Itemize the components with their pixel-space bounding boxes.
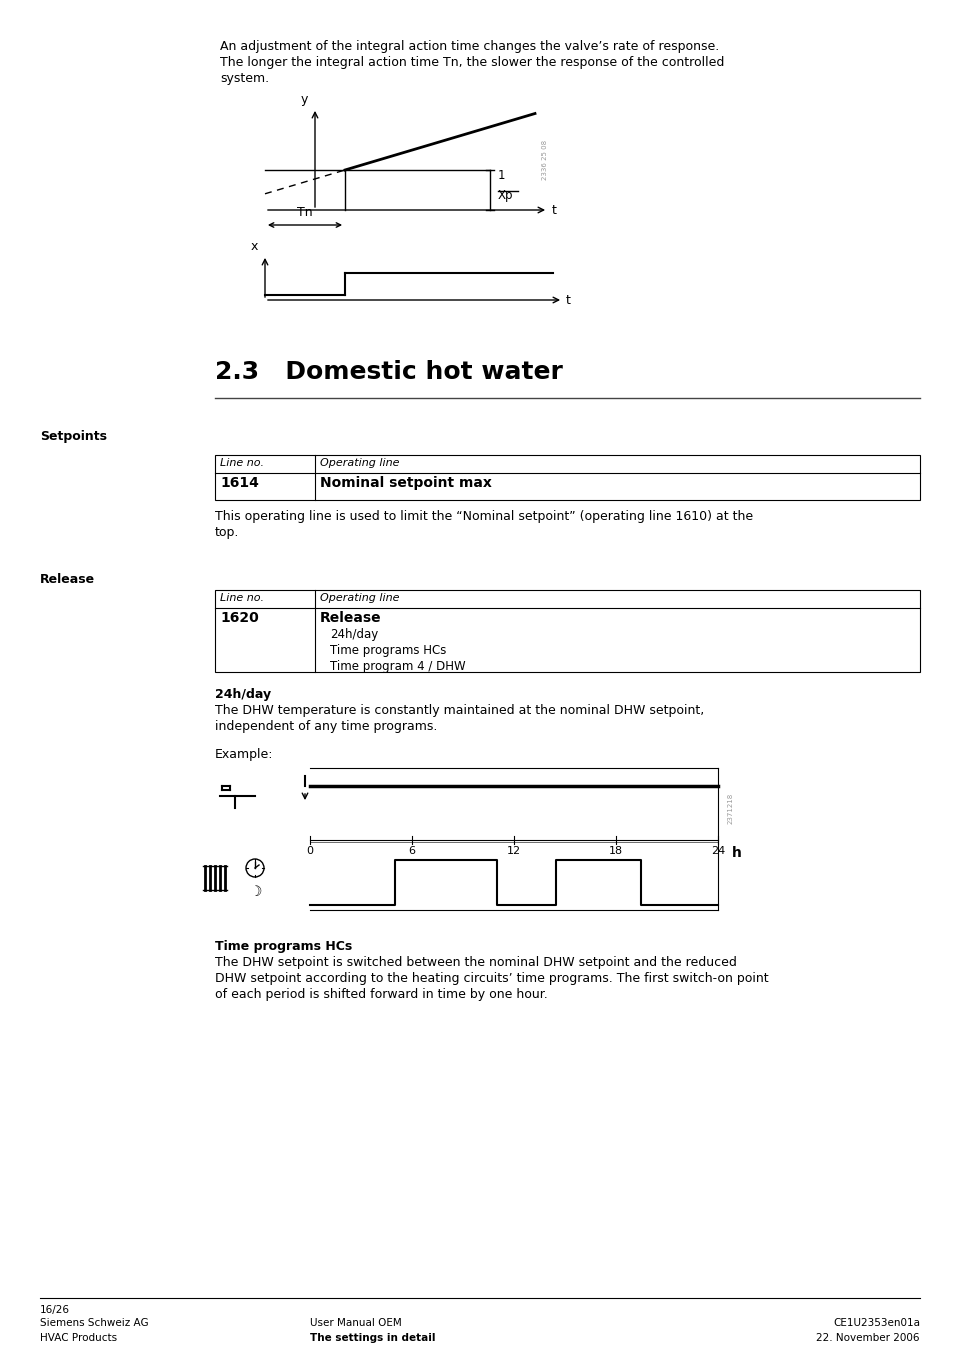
Text: Setpoints: Setpoints [40, 430, 107, 443]
Text: 24h/day: 24h/day [214, 688, 271, 701]
Text: ☽: ☽ [249, 885, 261, 898]
Text: 2371218: 2371218 [727, 793, 733, 824]
Bar [214, 590, 919, 671]
Text: 2336 25 08: 2336 25 08 [541, 141, 547, 180]
Text: 6: 6 [408, 846, 416, 857]
Text: Line no.: Line no. [220, 593, 264, 603]
Text: independent of any time programs.: independent of any time programs. [214, 720, 436, 734]
Text: top.: top. [214, 526, 239, 539]
Text: Tn: Tn [297, 205, 313, 219]
Text: system.: system. [220, 72, 269, 85]
Text: This operating line is used to limit the “Nominal setpoint” (operating line 1610: This operating line is used to limit the… [214, 509, 752, 523]
Text: HVAC Products: HVAC Products [40, 1333, 117, 1343]
Text: Xp: Xp [497, 189, 513, 203]
Text: 22. November 2006: 22. November 2006 [816, 1333, 919, 1343]
Text: of each period is shifted forward in time by one hour.: of each period is shifted forward in tim… [214, 988, 547, 1001]
Text: Release: Release [319, 611, 381, 626]
Text: t: t [565, 293, 570, 307]
Text: 1614: 1614 [220, 476, 258, 490]
Text: The DHW setpoint is switched between the nominal DHW setpoint and the reduced: The DHW setpoint is switched between the… [214, 957, 736, 969]
Text: 12: 12 [506, 846, 520, 857]
Text: The longer the integral action time Tn, the slower the response of the controlle: The longer the integral action time Tn, … [220, 55, 723, 69]
Text: 24: 24 [710, 846, 724, 857]
Text: Line no.: Line no. [220, 458, 264, 467]
Text: An adjustment of the integral action time changes the valve’s rate of response.: An adjustment of the integral action tim… [220, 41, 719, 53]
Text: Example:: Example: [214, 748, 274, 761]
Text: 16/26: 16/26 [40, 1305, 70, 1315]
Text: h: h [731, 846, 741, 861]
Text: The DHW temperature is constantly maintained at the nominal DHW setpoint,: The DHW temperature is constantly mainta… [214, 704, 703, 717]
Text: 1: 1 [497, 169, 505, 182]
Text: 0: 0 [306, 846, 314, 857]
Text: Siemens Schweiz AG: Siemens Schweiz AG [40, 1319, 149, 1328]
Text: CE1U2353en01a: CE1U2353en01a [832, 1319, 919, 1328]
Text: 2.3   Domestic hot water: 2.3 Domestic hot water [214, 359, 562, 384]
Text: Release: Release [40, 573, 95, 586]
Text: Time programs HCs: Time programs HCs [330, 644, 446, 657]
Text: 24h/day: 24h/day [330, 628, 377, 640]
Text: The settings in detail: The settings in detail [310, 1333, 435, 1343]
Text: Nominal setpoint max: Nominal setpoint max [319, 476, 492, 490]
Text: x: x [251, 240, 257, 253]
Text: t: t [552, 204, 557, 216]
Text: Time program 4 / DHW: Time program 4 / DHW [330, 661, 465, 673]
Text: y: y [300, 93, 308, 105]
Text: User Manual OEM: User Manual OEM [310, 1319, 401, 1328]
Text: Operating line: Operating line [319, 593, 399, 603]
Bar [214, 455, 919, 500]
Text: Time programs HCs: Time programs HCs [214, 940, 352, 952]
Text: Operating line: Operating line [319, 458, 399, 467]
Text: 18: 18 [608, 846, 622, 857]
Text: 1620: 1620 [220, 611, 258, 626]
Text: DHW setpoint according to the heating circuits’ time programs. The first switch-: DHW setpoint according to the heating ci… [214, 971, 768, 985]
